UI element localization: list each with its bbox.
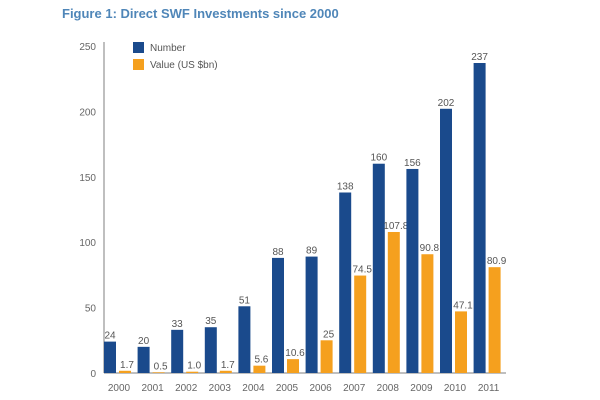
x-tick-label: 2010 bbox=[444, 383, 467, 394]
x-tick-label: 2007 bbox=[343, 383, 366, 394]
data-label: 156 bbox=[404, 158, 421, 169]
bar-value bbox=[152, 372, 165, 373]
y-tick-label: 50 bbox=[85, 304, 97, 315]
bar-number bbox=[104, 341, 116, 373]
data-label: 1.7 bbox=[120, 360, 134, 371]
bar-value bbox=[320, 340, 333, 373]
x-tick-label: 2004 bbox=[242, 383, 265, 394]
data-label: 1.0 bbox=[187, 361, 201, 372]
y-tick-label: 250 bbox=[79, 42, 96, 53]
y-tick-label: 100 bbox=[79, 238, 96, 249]
bar-number bbox=[440, 108, 452, 373]
x-tick-label: 2008 bbox=[377, 383, 400, 394]
bar-value bbox=[253, 365, 266, 373]
data-label: 1.7 bbox=[221, 360, 235, 371]
legend-label: Value (US $bn) bbox=[150, 60, 218, 71]
data-label: 138 bbox=[337, 181, 354, 192]
x-tick-label: 2000 bbox=[108, 383, 131, 394]
chart-title: Figure 1: Direct SWF Investments since 2… bbox=[62, 6, 339, 21]
data-label: 24 bbox=[104, 331, 116, 342]
bar-number bbox=[137, 346, 150, 373]
y-tick-label: 150 bbox=[79, 173, 96, 184]
bar-value bbox=[387, 231, 400, 373]
bar-number bbox=[272, 257, 284, 373]
bar-value bbox=[455, 311, 467, 373]
x-tick-label: 2005 bbox=[276, 383, 299, 394]
data-label: 25 bbox=[323, 329, 335, 340]
bar-value bbox=[354, 275, 367, 373]
bar-value bbox=[119, 370, 131, 373]
data-label: 202 bbox=[438, 98, 455, 109]
data-label: 0.5 bbox=[154, 361, 168, 372]
data-label: 51 bbox=[239, 295, 251, 306]
x-tick-label: 2003 bbox=[209, 383, 232, 394]
bar-number bbox=[204, 327, 217, 373]
bar-value bbox=[219, 370, 232, 373]
x-tick-label: 2009 bbox=[410, 383, 433, 394]
x-tick-label: 2002 bbox=[175, 383, 198, 394]
data-label: 107.8 bbox=[383, 221, 408, 232]
y-tick-label: 200 bbox=[79, 107, 96, 118]
x-tick-label: 2001 bbox=[141, 383, 164, 394]
x-tick-label: 2011 bbox=[478, 383, 500, 394]
bar-value bbox=[287, 359, 299, 373]
data-label: 80.9 bbox=[487, 256, 507, 267]
data-label: 88 bbox=[272, 247, 284, 258]
bar-number bbox=[339, 192, 352, 373]
data-label: 89 bbox=[306, 246, 318, 257]
data-label: 35 bbox=[205, 316, 217, 327]
bar-number bbox=[372, 163, 385, 373]
bar-number bbox=[305, 256, 318, 373]
data-label: 47.1 bbox=[453, 300, 473, 311]
bar-number bbox=[473, 63, 486, 374]
bar-number bbox=[238, 306, 251, 373]
bar-value bbox=[186, 371, 199, 373]
bar-value bbox=[421, 254, 434, 373]
data-label: 10.6 bbox=[285, 348, 305, 359]
bar-number bbox=[406, 168, 419, 373]
legend-swatch bbox=[133, 42, 144, 53]
legend-swatch bbox=[133, 59, 144, 70]
bar-value bbox=[488, 267, 501, 373]
data-label: 160 bbox=[370, 153, 387, 164]
data-label: 74.5 bbox=[352, 265, 372, 276]
data-label: 33 bbox=[172, 319, 184, 330]
x-tick-label: 2006 bbox=[309, 383, 332, 394]
bar-number bbox=[171, 329, 184, 373]
y-tick-label: 0 bbox=[90, 369, 96, 380]
legend-label: Number bbox=[150, 43, 186, 54]
data-label: 5.6 bbox=[254, 355, 268, 366]
data-label: 20 bbox=[138, 336, 150, 347]
data-label: 90.8 bbox=[420, 243, 440, 254]
data-label: 237 bbox=[471, 52, 488, 63]
